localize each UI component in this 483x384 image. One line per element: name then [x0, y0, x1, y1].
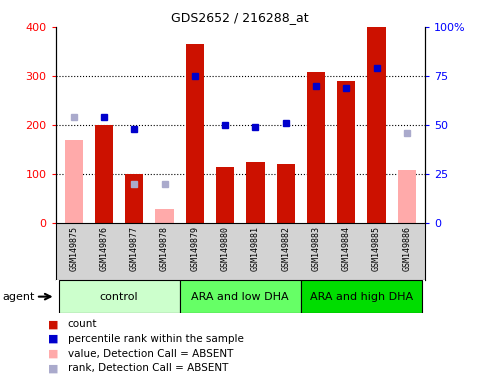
Text: ■: ■ — [48, 319, 59, 329]
Bar — [58, 280, 180, 313]
Text: ■: ■ — [48, 334, 59, 344]
Bar — [95, 125, 113, 223]
Text: percentile rank within the sample: percentile rank within the sample — [68, 334, 243, 344]
Text: count: count — [68, 319, 97, 329]
Text: GSM149882: GSM149882 — [281, 225, 290, 271]
Bar — [216, 167, 234, 223]
Text: GSM149880: GSM149880 — [221, 225, 229, 271]
Text: ■: ■ — [48, 363, 59, 373]
Text: GSM149879: GSM149879 — [190, 225, 199, 271]
Text: GSM149883: GSM149883 — [312, 225, 321, 271]
Text: GSM149878: GSM149878 — [160, 225, 169, 271]
Text: GSM149877: GSM149877 — [130, 225, 139, 271]
Bar — [301, 280, 422, 313]
Bar — [65, 141, 83, 223]
Bar — [277, 164, 295, 223]
Bar — [186, 44, 204, 223]
Text: ■: ■ — [48, 349, 59, 359]
Title: GDS2652 / 216288_at: GDS2652 / 216288_at — [171, 11, 309, 24]
Text: GSM149884: GSM149884 — [342, 225, 351, 271]
Text: GSM149876: GSM149876 — [99, 225, 109, 271]
Text: agent: agent — [2, 291, 35, 302]
Bar — [307, 72, 325, 223]
Text: control: control — [100, 291, 139, 302]
Bar — [368, 27, 385, 223]
Text: rank, Detection Call = ABSENT: rank, Detection Call = ABSENT — [68, 363, 228, 373]
Bar — [398, 170, 416, 223]
Text: ARA and high DHA: ARA and high DHA — [310, 291, 413, 302]
Bar — [125, 174, 143, 223]
Bar — [246, 162, 265, 223]
Bar — [180, 280, 301, 313]
Text: GSM149881: GSM149881 — [251, 225, 260, 271]
Text: value, Detection Call = ABSENT: value, Detection Call = ABSENT — [68, 349, 233, 359]
Text: GSM149885: GSM149885 — [372, 225, 381, 271]
Bar — [156, 209, 174, 223]
Text: ARA and low DHA: ARA and low DHA — [191, 291, 289, 302]
Text: GSM149875: GSM149875 — [69, 225, 78, 271]
Text: GSM149886: GSM149886 — [402, 225, 412, 271]
Bar — [337, 81, 355, 223]
